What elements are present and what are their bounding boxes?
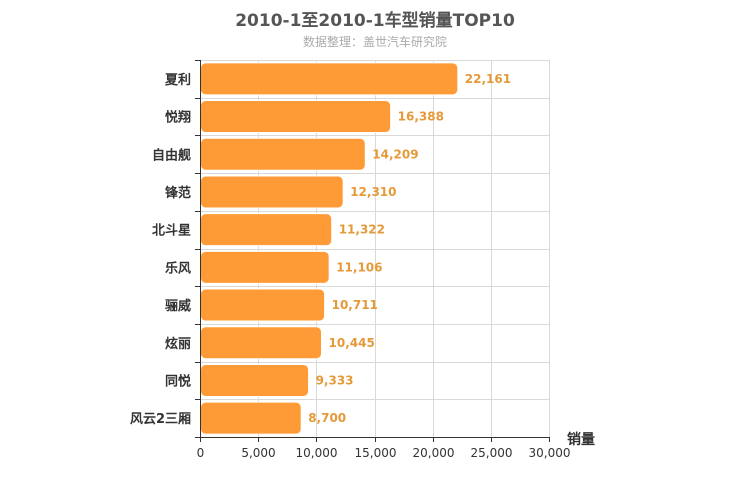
x-axis-title: 销量 (567, 431, 595, 448)
data-label: 11,106 (336, 260, 382, 274)
bar (200, 363, 310, 397)
category-label: 同悦 (165, 373, 191, 389)
category-label: 炫丽 (165, 336, 191, 352)
labels: 22,161 夏利 16,388 悦翔 14,209 自由舰 12,310 锋范 11,322 北… (130, 72, 511, 427)
bars (200, 62, 459, 435)
x-tick-label: 5,000 (241, 446, 275, 460)
category-label: 悦翔 (165, 110, 191, 126)
bar (200, 401, 302, 435)
bar (200, 288, 326, 322)
bar (200, 175, 344, 209)
category-label: 夏利 (164, 72, 191, 88)
data-label: 22,161 (465, 72, 511, 86)
bar (200, 213, 333, 247)
data-label: 9,333 (316, 373, 354, 387)
category-label: 骊威 (165, 298, 191, 314)
data-label: 10,445 (329, 336, 375, 350)
data-label: 16,388 (398, 110, 444, 124)
x-tick-label: 30,000 (529, 446, 571, 460)
bar (200, 326, 323, 360)
category-label: 乐风 (165, 260, 191, 276)
category-label: 自由舰 (152, 147, 191, 163)
data-label: 12,310 (350, 185, 396, 199)
data-label: 8,700 (308, 411, 346, 425)
category-label: 北斗星 (152, 224, 191, 239)
category-label: 锋范 (165, 185, 191, 201)
bar (200, 250, 330, 284)
data-label: 11,322 (339, 223, 385, 237)
x-tick-label: 25,000 (471, 446, 513, 460)
category-label: 风云2三厢 (130, 412, 191, 427)
x-tick-label: 15,000 (355, 446, 397, 460)
bar (200, 100, 392, 134)
x-tick-label: 0 (197, 446, 205, 460)
data-label: 14,209 (372, 147, 418, 161)
chart-subtitle: 数据整理：盖世汽车研究院 (302, 35, 447, 49)
chart-title: 2010-1至2010-1车型销量TOP10 (235, 11, 515, 31)
bar (200, 62, 459, 96)
data-label: 10,711 (332, 298, 378, 312)
x-tick-label: 10,000 (296, 446, 338, 460)
x-tick-label: 20,000 (413, 446, 455, 460)
bar (200, 137, 366, 171)
